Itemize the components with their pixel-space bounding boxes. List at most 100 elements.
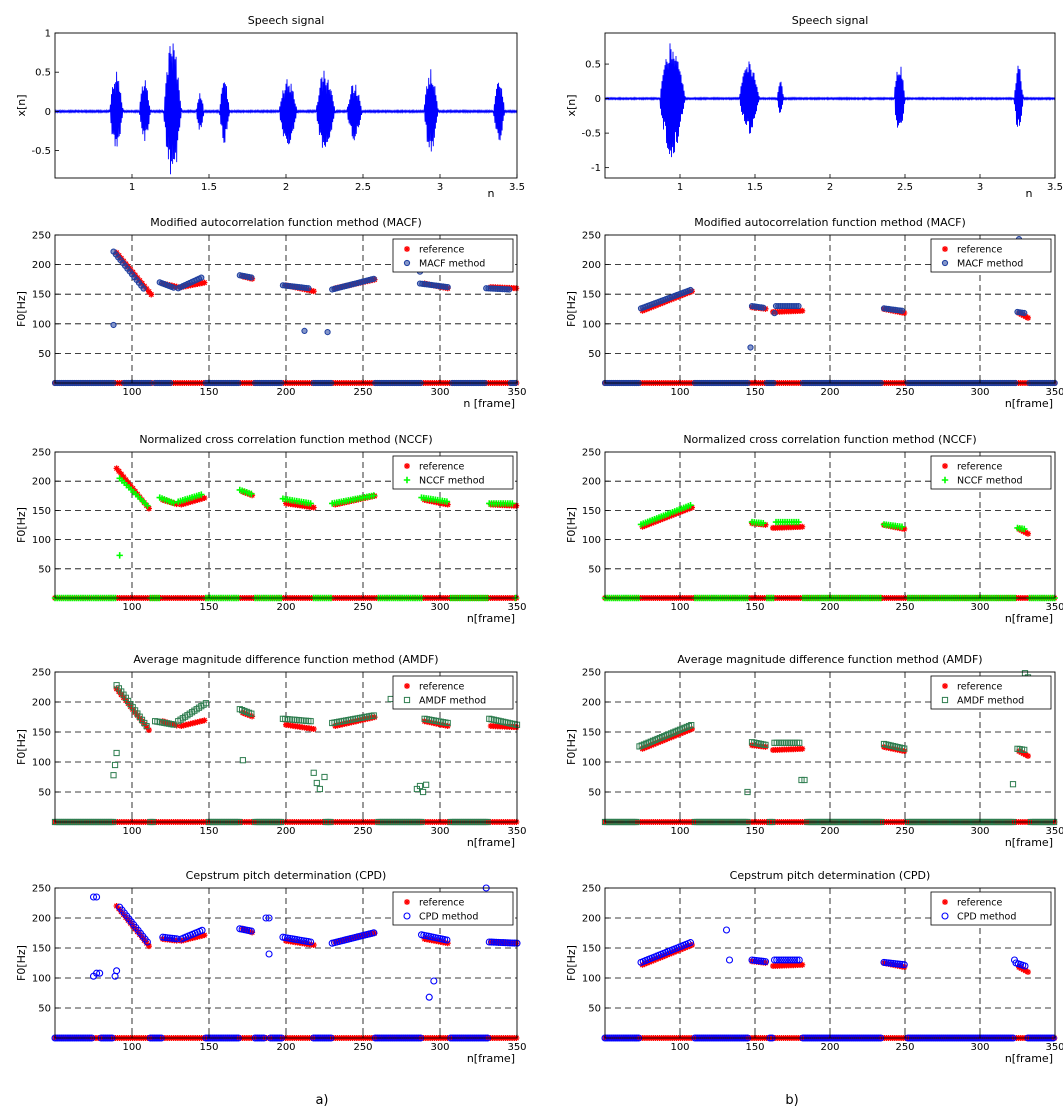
data-point: [248, 710, 255, 717]
x-tick-label: 300: [430, 826, 449, 837]
data-point: [650, 519, 657, 526]
y-tick-label: 0.5: [35, 68, 51, 79]
data-point: [189, 498, 196, 505]
data-point: [684, 506, 691, 513]
data-point: [301, 327, 308, 335]
legend-label: reference: [957, 245, 1003, 256]
data-point: [799, 523, 806, 530]
data-point: [113, 967, 121, 975]
b-speech-chart: Speech signal 1 1.5 2 2.5 3 3.5 -1 -0.5 0 0.5 n x[n]: [565, 14, 1063, 200]
x-tick-label: 150: [745, 602, 764, 613]
legend-marker: [403, 259, 411, 267]
x-tick-label: 350: [1045, 826, 1063, 837]
data-point: [801, 776, 808, 784]
data-point: [901, 525, 908, 532]
data-point: [96, 969, 104, 977]
data-point: [494, 938, 503, 946]
legend-label: reference: [957, 462, 1003, 473]
data-point: [247, 927, 255, 935]
chart-title: Normalized cross correlation function me…: [683, 433, 976, 446]
x-tick-label: 2.5: [355, 182, 371, 193]
data-point: [148, 291, 155, 298]
x-tick-label: 150: [745, 1042, 764, 1053]
data-point: [307, 718, 314, 725]
y-tick-label: 50: [588, 788, 601, 799]
legend-marker: [941, 259, 949, 267]
data-point: [444, 719, 451, 727]
data-point: [145, 727, 152, 734]
chart-title: Speech signal: [248, 14, 325, 27]
legend-marker: [942, 899, 948, 905]
y-axis-label: F0[Hz]: [565, 507, 578, 543]
legend-marker: [942, 683, 948, 689]
data-point: [641, 522, 648, 529]
data-point: [430, 977, 438, 985]
b-cpd-chart: Cepstrum pitch determination (CPD) refere…: [565, 869, 1063, 1065]
x-tick-label: 250: [895, 826, 914, 837]
y-tick-label: 50: [38, 788, 51, 799]
data-point: [173, 501, 180, 508]
y-tick-label: 250: [582, 231, 601, 242]
data-point: [777, 956, 785, 964]
legend-box: [930, 238, 1052, 273]
data-point: [795, 302, 802, 310]
data-point: [201, 279, 208, 286]
y-tick-label: 100: [32, 319, 51, 330]
data-point: [1025, 753, 1031, 759]
data-point: [144, 502, 151, 509]
data-point: [111, 761, 119, 769]
data-point: [664, 514, 671, 521]
legend-label: CPD method: [419, 912, 478, 923]
data-point: [196, 496, 203, 503]
chart-title: Normalized cross correlation function me…: [139, 433, 432, 446]
data-point: [198, 491, 205, 498]
chart-title: Modified autocorrelation function method…: [150, 216, 422, 229]
data-point: [782, 956, 790, 964]
y-tick-label: 1: [45, 29, 51, 40]
x-tick-label: 100: [670, 826, 689, 837]
data-point: [677, 508, 684, 515]
y-tick-label: 50: [38, 564, 51, 575]
data-point: [791, 956, 799, 964]
data-point: [795, 518, 802, 526]
x-tick-label: 150: [199, 1042, 218, 1053]
legend-marker: [404, 899, 410, 905]
data-point: [788, 956, 797, 964]
data-point: [170, 499, 177, 507]
x-tick-label: 350: [1045, 1042, 1063, 1053]
data-point: [187, 498, 194, 505]
data-point: [1022, 529, 1029, 536]
legend: reference CPD method: [392, 891, 514, 926]
x-tick-label: 1.5: [747, 182, 763, 193]
data-point: [760, 304, 767, 311]
x-tick-label: 150: [199, 826, 218, 837]
data-point: [307, 938, 315, 946]
y-tick-label: 100: [32, 535, 51, 546]
x-tick-label: 300: [430, 387, 449, 398]
data-point: [425, 993, 433, 1001]
legend-label: reference: [419, 245, 465, 256]
y-axis-label: x[n]: [565, 94, 578, 116]
x-tick-label: 200: [820, 602, 839, 613]
x-tick-label: 350: [507, 602, 526, 613]
data-point: [485, 938, 493, 946]
data-point: [773, 956, 781, 964]
x-tick-label: 3.5: [509, 182, 525, 193]
chart-title: Speech signal: [792, 14, 869, 27]
legend-box: [930, 891, 1052, 926]
data-point: [659, 515, 666, 522]
chart-title: Average magnitude difference function me…: [133, 653, 438, 666]
a-speech-chart: Speech signal 1 1.5 2 2.5 3 3.5 -0.5 0 0.5 1 n x[n]: [15, 14, 525, 200]
data-point: [143, 938, 151, 946]
data-point: [113, 749, 120, 757]
data-point: [646, 521, 653, 528]
data-point: [1025, 969, 1031, 975]
b-nccf-chart: Normalized cross correlation function me…: [565, 433, 1063, 625]
x-axis-label: n [frame]: [463, 397, 515, 410]
data-point: [760, 519, 767, 527]
x-tick-label: 150: [745, 826, 764, 837]
data-point: [370, 492, 377, 499]
legend: reference MACF method: [392, 238, 514, 273]
legend-label: reference: [957, 682, 1003, 693]
x-tick-label: 1: [129, 182, 135, 193]
